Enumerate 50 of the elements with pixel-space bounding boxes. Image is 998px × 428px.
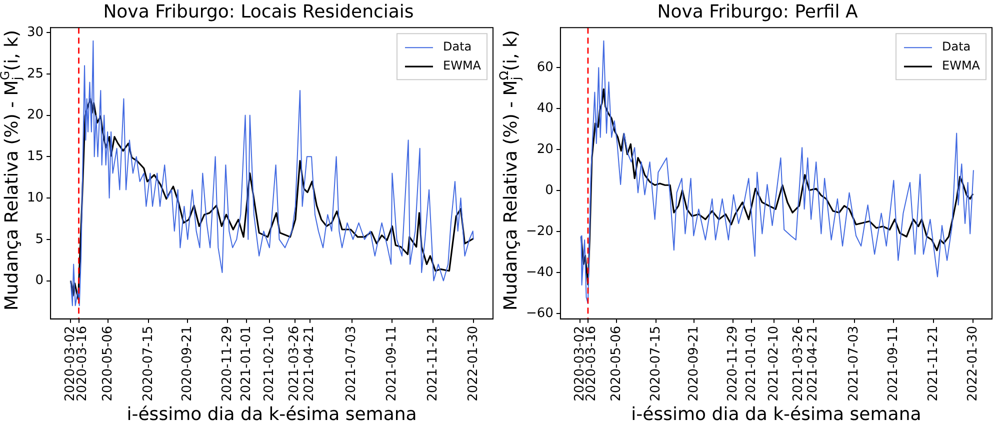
x-tick-label: 2021-11-21 <box>926 326 941 402</box>
y-tick-label: 40 <box>536 100 554 116</box>
chart-title: Nova Friburgo: Perfil A <box>657 1 858 22</box>
y-tick-label: 60 <box>536 60 554 75</box>
x-tick-label: 2020-09-21 <box>180 326 196 402</box>
x-tick-label: 2020-07-15 <box>648 326 664 402</box>
x-axis-title: i-éssimo dia da k-ésima semana <box>631 404 922 425</box>
x-tick-label: 2020-05-06 <box>100 326 116 402</box>
x-tick-label: 2022-01-30 <box>466 326 481 402</box>
y-tick-label: 25 <box>26 66 44 82</box>
x-tick-label: 2021-02-10 <box>262 326 277 402</box>
x-tick-label: 2021-04-21 <box>806 326 821 402</box>
x-tick-label: 2020-03-16 <box>75 326 90 402</box>
y-axis-title: Mudança Relativa (%) - MjΩ(i, k) <box>497 30 524 311</box>
x-tick-label: 2020-11-29 <box>725 326 740 402</box>
x-tick-label: 2020-03-16 <box>584 326 600 402</box>
y-tick-label: 0 <box>545 183 554 198</box>
y-tick-label: −20 <box>526 224 554 240</box>
x-tick-label: 2021-03-26 <box>791 326 806 402</box>
y-tick-label: 0 <box>35 273 44 288</box>
x-tick-label: 2021-07-03 <box>344 326 360 402</box>
y-tick-label: −40 <box>526 265 554 280</box>
x-axis-title: i-éssimo dia da k-ésima semana <box>126 404 417 425</box>
y-tick-label: 20 <box>536 142 554 158</box>
x-tick-label: 2020-09-21 <box>686 326 702 402</box>
x-tick-label: 2021-09-11 <box>886 326 902 402</box>
y-tick-label: −60 <box>526 306 554 322</box>
y-tick-label: 15 <box>26 149 44 164</box>
x-tick-label: 2022-01-30 <box>965 326 980 402</box>
x-tick-label: 2021-01-01 <box>744 326 759 402</box>
legend-label: Data <box>942 40 971 54</box>
chart-title: Nova Friburgo: Locais Residenciais <box>103 1 414 22</box>
x-tick-label: 2021-04-21 <box>302 326 318 402</box>
x-tick-label: 2020-11-29 <box>220 326 235 402</box>
legend-label: EWMA <box>942 58 981 73</box>
y-tick-label: 20 <box>26 108 44 123</box>
x-tick-label: 2021-02-10 <box>766 326 782 402</box>
x-tick-label: 2020-05-06 <box>609 326 624 402</box>
y-axis-title: Mudança Relativa (%) - MjG(i, k) <box>0 30 24 311</box>
x-tick-label: 2020-07-15 <box>140 326 156 402</box>
legend-label: EWMA <box>442 58 482 73</box>
x-tick-label: 2021-07-03 <box>846 326 862 402</box>
y-tick-label: 30 <box>26 24 44 40</box>
x-tick-label: 2021-01-01 <box>238 326 254 402</box>
x-tick-label: 2021-03-26 <box>287 326 302 402</box>
x-tick-label: 2021-11-21 <box>425 326 440 402</box>
y-tick-label: 10 <box>26 190 44 206</box>
y-tick-label: 5 <box>35 232 44 247</box>
legend-label: Data <box>442 40 472 54</box>
x-tick-label: 2021-09-11 <box>384 326 400 402</box>
